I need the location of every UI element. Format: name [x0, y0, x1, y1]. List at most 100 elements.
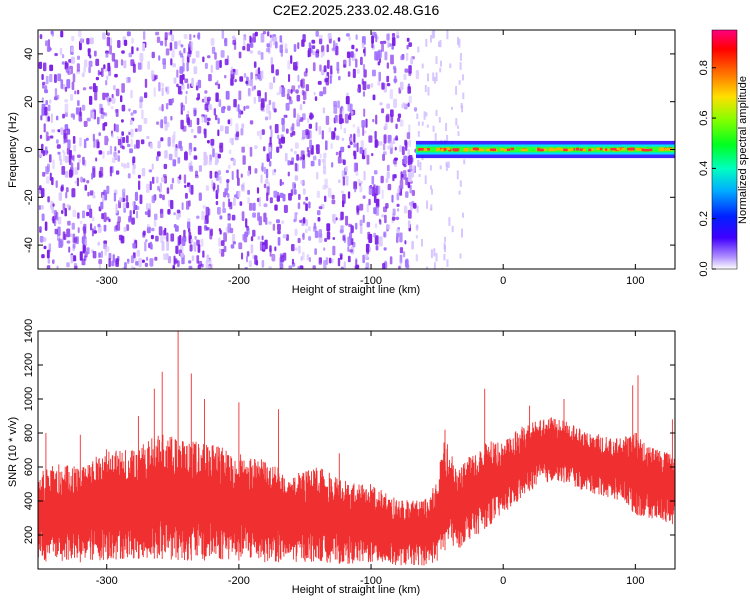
heatmap-noise-cell	[458, 190, 461, 195]
heatmap-noise-cell	[406, 264, 410, 269]
heatmap-noise-cell	[368, 233, 373, 244]
heatmap-noise-cell	[95, 157, 98, 162]
heatmap-noise-cell	[386, 103, 390, 109]
heatmap-noise-cell	[193, 135, 197, 139]
heatmap-noise-cell	[77, 55, 80, 60]
heatmap-noise-cell	[86, 117, 91, 122]
heatmap-noise-cell	[215, 114, 218, 121]
heatmap-noise-cell	[142, 43, 146, 52]
heatmap-noise-cell	[331, 162, 334, 168]
heatmap-noise-cell	[146, 256, 149, 261]
heatmap-noise-cell	[376, 140, 379, 147]
heatmap-noise-cell	[260, 174, 263, 184]
heatmap-noise-cell	[297, 237, 301, 244]
heatmap-noise-cell	[421, 239, 423, 247]
heatmap-noise-cell	[159, 182, 162, 193]
heatmap-noise-cell	[238, 242, 243, 250]
heatmap-noise-cell	[250, 72, 253, 80]
heatmap-noise-cell	[146, 135, 150, 140]
heatmap-noise-cell	[117, 138, 122, 146]
heatmap-noise-cell	[262, 31, 267, 35]
heatmap-noise-cell	[119, 197, 123, 203]
heatmap-noise-cell	[318, 229, 322, 238]
heatmap-noise-cell	[261, 235, 264, 241]
heatmap-noise-cell	[232, 35, 236, 40]
heatmap-noise-cell	[78, 158, 82, 163]
heatmap-noise-cell	[439, 165, 442, 170]
heatmap-noise-cell	[66, 228, 71, 238]
heatmap-noise-cell	[89, 37, 94, 45]
heatmap-noise-cell	[193, 147, 197, 152]
heatmap-noise-cell	[394, 157, 398, 161]
heatmap-noise-cell	[340, 190, 344, 194]
heatmap-noise-cell	[235, 123, 239, 132]
heatmap-noise-cell	[156, 176, 159, 184]
heatmap-noise-cell	[337, 257, 341, 267]
heatmap-noise-cell	[227, 215, 231, 220]
heatmap-noise-cell	[353, 150, 356, 157]
heatmap-noise-cell	[197, 225, 202, 235]
heatmap-noise-cell	[273, 168, 277, 173]
heatmap-noise-cell	[117, 155, 120, 162]
heatmap-noise-cell	[260, 52, 264, 60]
heatmap-noise-cell	[168, 153, 173, 161]
heatmap-noise-cell	[393, 98, 397, 108]
heatmap-noise-cell	[227, 119, 231, 125]
heatmap-noise-cell	[412, 165, 416, 172]
heatmap-noise-cell	[46, 46, 51, 52]
heatmap-noise-cell	[86, 211, 90, 217]
heatmap-noise-cell	[68, 246, 71, 253]
heatmap-noise-cell	[146, 226, 151, 234]
heatmap-noise-cell	[181, 237, 186, 246]
heatmap-noise-cell	[62, 113, 65, 119]
heatmap-noise-cell	[121, 131, 124, 136]
heatmap-noise-cell	[424, 175, 427, 184]
heatmap-noise-cell	[246, 255, 248, 263]
heatmap-noise-cell	[223, 245, 227, 253]
heatmap-noise-cell	[139, 53, 144, 62]
heatmap-noise-cell	[433, 76, 436, 84]
heatmap-noise-cell	[101, 194, 105, 203]
heatmap-noise-cell	[201, 115, 204, 123]
heatmap-peak-cell	[538, 148, 544, 152]
heatmap-noise-cell	[180, 84, 185, 90]
heatmap-noise-cell	[121, 119, 124, 123]
heatmap-noise-cell	[52, 203, 55, 207]
heatmap-noise-cell	[189, 165, 194, 172]
heatmap-noise-cell	[209, 170, 213, 179]
heatmap-noise-cell	[238, 90, 242, 101]
heatmap-noise-cell	[106, 150, 110, 156]
heatmap-noise-cell	[375, 114, 378, 125]
heatmap-noise-cell	[63, 233, 67, 241]
heatmap-noise-cell	[253, 96, 256, 104]
heatmap-noise-cell	[87, 191, 90, 197]
heatmap-noise-cell	[65, 155, 69, 163]
snr-x-axis-title: Height of straight line (km)	[292, 584, 420, 596]
heatmap-noise-cell	[462, 74, 464, 81]
heatmap-noise-cell	[160, 40, 164, 46]
heatmap-noise-cell	[353, 143, 357, 148]
heatmap-noise-cell	[413, 107, 418, 112]
heatmap-noise-cell	[185, 192, 188, 199]
heatmap-noise-cell	[170, 200, 174, 210]
heatmap-noise-cell	[189, 244, 193, 252]
heatmap-noise-cell	[456, 170, 459, 180]
heatmap-noise-cell	[293, 189, 297, 195]
heatmap-noise-cell	[445, 163, 448, 171]
heatmap-noise-cell	[129, 210, 132, 218]
heatmap-noise-cell	[87, 204, 91, 210]
heatmap-noise-cell	[160, 137, 164, 142]
heatmap-x-ticks: -300 -200 -100 0 100	[96, 30, 645, 287]
heatmap-noise-cell	[158, 226, 163, 236]
heatmap-noise-cell	[68, 59, 72, 63]
heatmap-noise-cell	[274, 204, 278, 211]
heatmap-noise-cell	[42, 84, 45, 89]
heatmap-noise-cell	[181, 202, 184, 211]
heatmap-noise-cell	[314, 230, 319, 238]
heatmap-noise-cell	[161, 177, 165, 183]
heatmap-noise-cell	[417, 121, 420, 126]
heatmap-noise-cell	[315, 122, 318, 132]
heatmap-noise-cell	[417, 46, 420, 53]
heatmap-noise-cell	[94, 91, 98, 101]
heatmap-noise-cell	[89, 86, 93, 90]
